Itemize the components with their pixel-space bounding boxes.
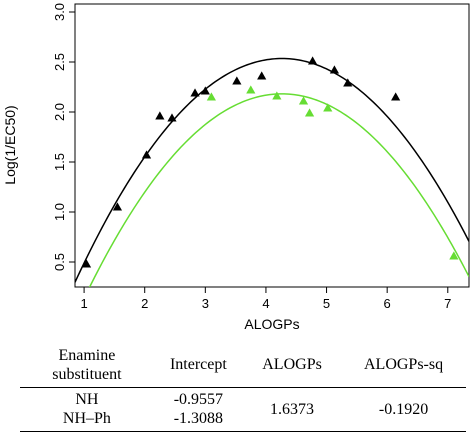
data-point <box>308 56 318 65</box>
header-intercept: Intercept <box>169 356 227 374</box>
data-point <box>190 88 200 97</box>
chart: 1 2 3 4 5 6 7 0.5 1.0 1.5 2.0 2.5 3.0 ALOGPs Log(1/… <box>2 3 470 332</box>
x-axis: 1 2 3 4 5 6 7 <box>80 287 451 311</box>
data-points <box>81 56 459 268</box>
data-point <box>112 202 123 211</box>
intercept-nh-ph: -1.3088 <box>173 410 224 427</box>
cell-alogps: 1.6373 <box>270 400 315 418</box>
substituent-nh: NH <box>75 391 99 408</box>
data-point <box>272 91 282 100</box>
data-point <box>449 251 459 260</box>
y-tick-label: 3.0 <box>52 3 67 21</box>
data-point <box>200 86 210 95</box>
x-axis-title: ALOGPs <box>244 316 299 332</box>
x-tick-label: 7 <box>444 296 451 311</box>
x-tick-label: 6 <box>384 296 391 311</box>
data-point <box>206 92 216 101</box>
regression-table: Enamine substituent Intercept ALOGPs ALO… <box>20 343 466 432</box>
data-point <box>391 92 401 101</box>
header-enamine-substituent: Enamine substituent <box>52 346 122 383</box>
table-row: NH NH–Ph -0.9557 -1.3088 1.6373 -0.1920 <box>20 387 466 431</box>
data-point <box>329 65 340 74</box>
data-point <box>167 113 177 122</box>
table-header-row: Enamine substituent Intercept ALOGPs ALO… <box>20 343 466 387</box>
data-point <box>323 103 333 112</box>
intercept-nh: -0.9557 <box>173 391 224 408</box>
y-axis: 0.5 1.0 1.5 2.0 2.5 3.0 <box>52 3 75 271</box>
data-point <box>141 150 152 159</box>
plot-frame <box>74 3 470 288</box>
y-tick-label: 1.5 <box>52 153 67 171</box>
header-alogps-sq: ALOGPs-sq <box>363 356 444 374</box>
data-point <box>257 71 267 80</box>
x-tick-label: 5 <box>323 296 330 311</box>
y-tick-label: 2.0 <box>52 103 67 121</box>
fit-curves <box>75 57 469 287</box>
cell-substituents: NH NH–Ph <box>20 387 154 431</box>
data-point <box>343 78 353 87</box>
data-point <box>246 85 256 94</box>
fit-curve-1 <box>88 93 469 287</box>
x-tick-label: 2 <box>141 296 148 311</box>
x-tick-label: 1 <box>80 296 87 311</box>
cell-alogps-sq: -0.1920 <box>378 400 429 418</box>
data-point <box>298 96 309 105</box>
data-point <box>81 259 92 268</box>
y-axis-title: Log(1/EC50) <box>2 105 18 184</box>
y-tick-label: 2.5 <box>52 53 67 71</box>
x-tick-label: 4 <box>262 296 269 311</box>
fit-curve-0 <box>75 57 469 283</box>
substituent-nh-ph: NH–Ph <box>62 410 111 427</box>
y-tick-label: 0.5 <box>52 253 67 271</box>
data-point <box>155 111 165 120</box>
cell-intercepts: -0.9557 -1.3088 <box>154 387 243 431</box>
header-alogps: ALOGPs <box>262 356 322 374</box>
data-point <box>304 108 315 117</box>
x-tick-label: 3 <box>202 296 209 311</box>
data-point <box>232 76 242 85</box>
y-tick-label: 1.0 <box>52 203 67 221</box>
